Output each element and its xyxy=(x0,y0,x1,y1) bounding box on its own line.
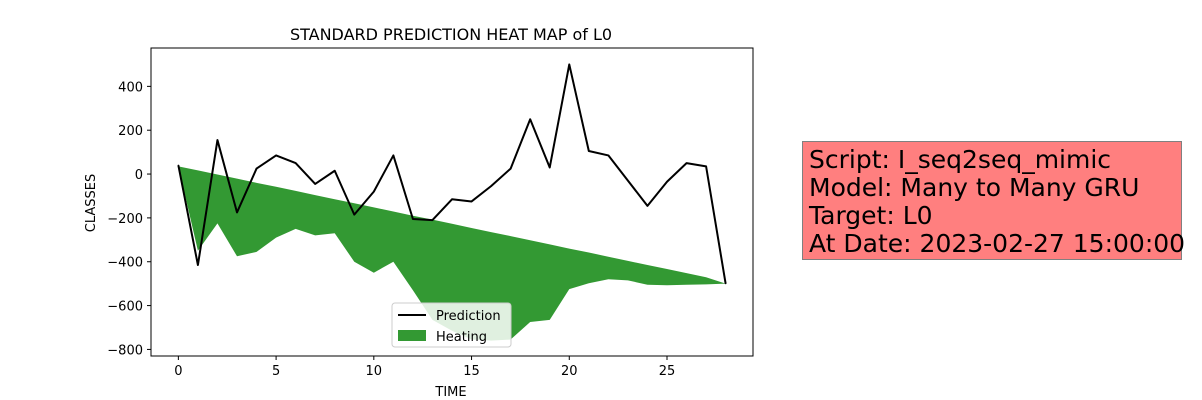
x-axis-title: TIME xyxy=(434,385,466,400)
info-target-line: Target: L0 xyxy=(809,201,933,230)
legend-heating-label: Heating xyxy=(436,330,487,345)
prediction-point xyxy=(392,154,394,157)
y-axis-title: CLASSES xyxy=(84,174,99,232)
legend-prediction-label: Prediction xyxy=(436,309,501,324)
prediction-point xyxy=(685,162,688,164)
prediction-point xyxy=(490,185,492,187)
prediction-point xyxy=(334,170,336,172)
prediction-point xyxy=(216,139,219,141)
prediction-point xyxy=(236,211,238,214)
prediction-point xyxy=(275,154,277,157)
prediction-point xyxy=(353,214,355,216)
prediction-point xyxy=(412,218,414,220)
prediction-point xyxy=(568,63,570,66)
prediction-point xyxy=(255,167,258,170)
x-tick-label: 25 xyxy=(659,364,676,379)
axes: 0 5 10 15 20 25 −800 −600 −400 −200 0 200 400 xyxy=(107,47,754,379)
heating-area xyxy=(178,166,726,341)
chart-title: STANDARD PREDICTION HEAT MAP of L0 xyxy=(290,25,612,44)
plot-area xyxy=(177,63,727,341)
info-date-line: At Date: 2023-02-27 15:00:00 xyxy=(809,229,1186,258)
info-model-line: Model: Many to Many GRU xyxy=(809,173,1140,202)
prediction-point xyxy=(725,283,727,285)
prediction-point xyxy=(510,167,512,170)
prediction-point xyxy=(314,183,316,185)
prediction-point xyxy=(373,190,375,193)
prediction-point xyxy=(705,165,707,167)
prediction-point xyxy=(451,198,453,200)
prediction-point xyxy=(431,219,434,221)
prediction-point xyxy=(197,264,199,266)
plot-frame xyxy=(150,47,754,357)
prediction-point xyxy=(529,118,531,120)
info-box: Script: I_seq2seq_mimic Model: Many to M… xyxy=(802,141,1186,260)
prediction-point xyxy=(666,181,668,183)
prediction-point xyxy=(470,200,473,203)
prediction-point xyxy=(295,162,297,164)
legend-heating-swatch xyxy=(398,330,426,341)
x-tick-label: 10 xyxy=(366,364,383,379)
y-tick-label: 400 xyxy=(118,80,143,95)
x-tick-label: 15 xyxy=(463,364,480,379)
prediction-point xyxy=(607,154,609,157)
y-tick-label: 0 xyxy=(135,168,143,183)
legend: Prediction Heating xyxy=(391,302,512,348)
x-tick-label: 5 xyxy=(272,364,280,379)
y-tick-label: 200 xyxy=(118,124,143,139)
prediction-point xyxy=(549,166,551,169)
x-tick-label: 0 xyxy=(174,364,182,379)
x-tick-label: 20 xyxy=(561,364,578,379)
prediction-point xyxy=(627,180,629,182)
y-tick-label: −400 xyxy=(107,256,143,271)
prediction-point xyxy=(646,205,649,207)
y-tick-label: −600 xyxy=(107,300,143,315)
info-script-line: Script: I_seq2seq_mimic xyxy=(809,145,1112,174)
prediction-point xyxy=(177,164,179,166)
y-tick-label: −200 xyxy=(107,212,143,227)
prediction-point xyxy=(588,150,590,152)
y-tick-label: −800 xyxy=(107,343,143,358)
